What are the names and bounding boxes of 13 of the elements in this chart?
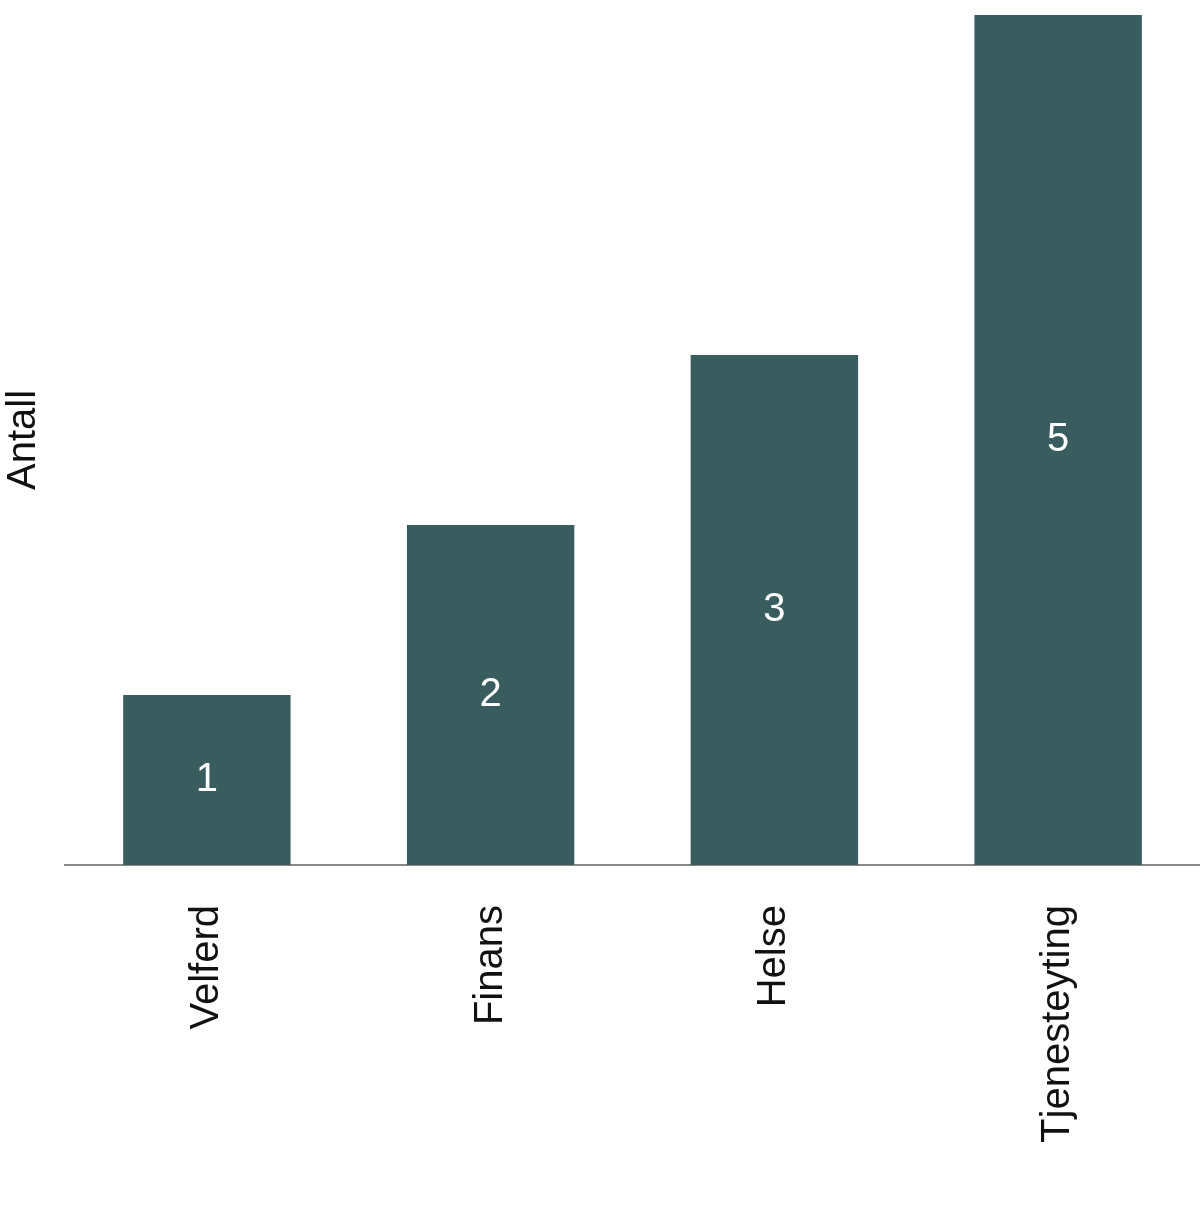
bar: [690, 355, 859, 865]
bar: [974, 15, 1142, 865]
y-axis-title: Antall: [0, 389, 44, 491]
bar: [406, 525, 575, 865]
x-tick-label: Velferd: [181, 905, 226, 1030]
x-tick-label: Finans: [465, 905, 510, 1026]
data-label: 5: [1047, 415, 1070, 460]
data-label: 1: [195, 755, 218, 800]
x-tick-label: Helse: [749, 905, 794, 1008]
data-label: 3: [763, 585, 786, 630]
data-label: 2: [479, 670, 502, 715]
bar: [123, 695, 291, 865]
x-tick-label: Tjenesteyting: [1033, 905, 1078, 1143]
